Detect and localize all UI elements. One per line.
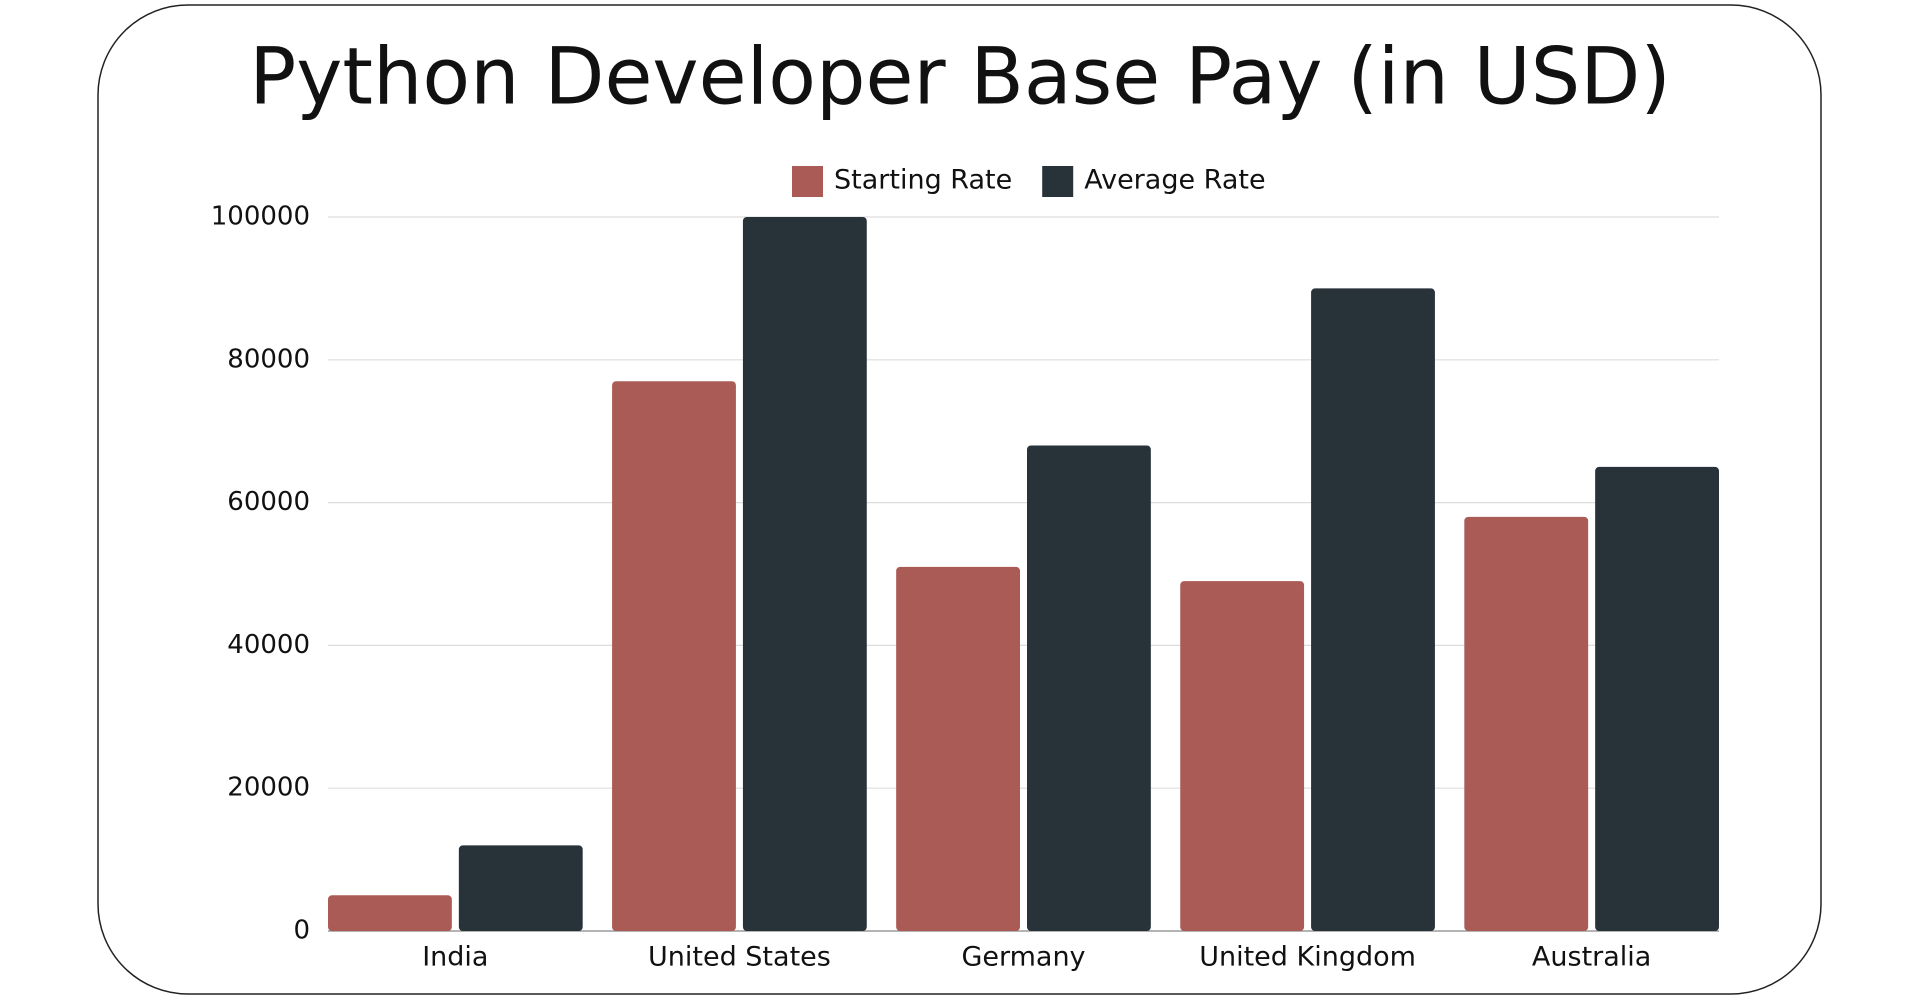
y-tick-label: 80000 — [227, 344, 310, 374]
bar — [328, 895, 452, 931]
bar — [1311, 288, 1435, 931]
bar — [742, 217, 867, 931]
chart-title: Python Developer Base Pay (in USD) — [249, 32, 1671, 122]
y-tick-label: 40000 — [227, 630, 310, 660]
legend-label: Starting Rate — [834, 165, 1012, 196]
bar — [1027, 445, 1151, 931]
legend-swatch — [792, 166, 823, 197]
legend-swatch — [1042, 166, 1074, 197]
bar — [1464, 516, 1589, 931]
y-tick-label: 100000 — [211, 202, 310, 232]
x-tick-label: Germany — [961, 942, 1085, 973]
y-tick-label: 20000 — [227, 773, 310, 803]
y-tick-label: 60000 — [227, 487, 310, 517]
x-tick-label: Australia — [1532, 942, 1651, 973]
bar — [896, 566, 1020, 931]
bar — [612, 381, 736, 932]
bar — [1180, 581, 1305, 931]
bar — [458, 845, 583, 931]
x-tick-label: United Kingdom — [1199, 942, 1416, 973]
legend-label: Average Rate — [1084, 165, 1265, 196]
x-tick-label: India — [422, 942, 488, 973]
y-tick-label: 0 — [293, 916, 310, 946]
bar — [1595, 466, 1719, 931]
x-tick-label: United States — [648, 942, 831, 973]
